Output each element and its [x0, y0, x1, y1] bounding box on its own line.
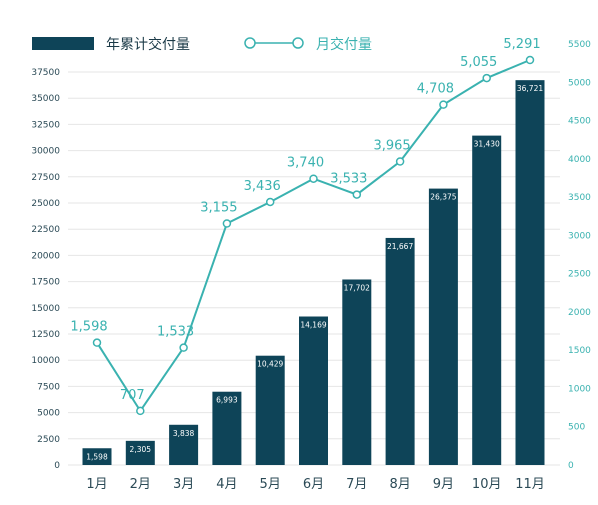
y-right-tick-label: 5500 [568, 40, 591, 50]
x-tick-label: 1月 [86, 477, 107, 492]
legend-bar-label: 年累计交付量 [106, 36, 190, 53]
x-tick-label: 4月 [216, 477, 237, 492]
bar-value-label: 21,667 [387, 242, 413, 251]
bar [255, 355, 285, 465]
bar [342, 279, 372, 465]
x-tick-label: 5月 [260, 477, 281, 492]
line-point [482, 73, 491, 83]
line-value-label: 5,291 [503, 37, 540, 52]
bar [515, 80, 545, 466]
line-value-label: 4,708 [417, 82, 454, 97]
y-left-tick-label: 20000 [31, 251, 60, 261]
x-axis: 1月 2月 3月 4月 5月 6月 7月 8月 9月 10月 11月 [86, 477, 544, 492]
legend: 年累计交付量 月交付量 [32, 36, 372, 53]
y-left-tick-label: 25000 [31, 199, 60, 209]
bar-value-label: 6,993 [216, 396, 238, 405]
left-axis: 0 2500 5000 7500 10000 12500 15000 17500 20000 22… [31, 68, 60, 471]
y-left-tick-label: 32500 [31, 120, 60, 130]
line-point [92, 338, 102, 347]
line-point [352, 190, 362, 199]
legend-line-marker-right [292, 37, 304, 49]
bar-value-label: 17,702 [344, 283, 370, 292]
y-right-tick-label: 1000 [568, 384, 591, 394]
y-left-tick-label: 7500 [37, 382, 60, 392]
y-right-tick-label: 2000 [568, 308, 591, 318]
bar [82, 448, 112, 465]
line-point [439, 100, 448, 109]
legend-line-label: 月交付量 [316, 36, 372, 53]
y-left-tick-label: 22500 [31, 225, 60, 235]
bar [472, 135, 502, 466]
legend-line-marker-left [244, 37, 256, 49]
bar [169, 424, 199, 465]
y-right-tick-label: 3000 [568, 231, 591, 241]
line-value-label: 3,740 [287, 156, 324, 171]
y-left-tick-label: 15000 [31, 304, 60, 314]
x-tick-label: 11月 [515, 477, 545, 492]
bar [299, 316, 328, 465]
y-right-tick-label: 0 [568, 461, 574, 471]
line-value-label: 5,055 [460, 55, 497, 70]
line-point [222, 219, 232, 228]
line-point [309, 174, 318, 183]
bar-value-label: 14,169 [300, 321, 326, 330]
line-value-label: 1,533 [157, 325, 194, 340]
bar-value-label: 3,838 [173, 429, 195, 438]
x-tick-label: 10月 [472, 477, 502, 492]
bar [385, 237, 415, 465]
y-left-tick-label: 35000 [31, 94, 60, 104]
y-right-tick-label: 4000 [568, 155, 591, 165]
right-axis: 0 500 1000 1500 2000 2500 3000 3500 4000 4500 5000… [568, 40, 591, 471]
line-point [525, 55, 535, 65]
bar [125, 440, 155, 465]
line-point [265, 197, 275, 207]
y-right-tick-label: 3500 [568, 193, 591, 203]
bar [212, 391, 242, 465]
line-value-label: 3,155 [200, 200, 237, 215]
legend-bar-swatch [32, 37, 94, 50]
line-point [136, 406, 145, 416]
line-value-label: 1,598 [70, 320, 107, 335]
bar-value-label: 1,598 [86, 452, 108, 461]
line-value-label: 3,436 [244, 179, 281, 194]
y-left-tick-label: 12500 [31, 330, 60, 340]
x-tick-label: 9月 [433, 477, 454, 492]
x-tick-label: 8月 [389, 477, 410, 492]
y-left-tick-label: 5000 [37, 409, 60, 419]
y-right-tick-label: 4500 [568, 117, 591, 127]
line-value-label: 3,533 [330, 172, 367, 187]
y-left-tick-label: 17500 [31, 278, 60, 288]
y-left-tick-label: 0 [54, 461, 60, 471]
y-left-tick-label: 10000 [31, 356, 60, 366]
bar-value-label: 26,375 [430, 193, 456, 202]
y-left-tick-label: 2500 [37, 435, 60, 445]
x-tick-label: 3月 [173, 477, 194, 492]
line-point [179, 343, 188, 352]
x-tick-label: 6月 [303, 477, 324, 492]
y-right-tick-label: 1500 [568, 346, 591, 356]
bar-value-label: 31,430 [474, 140, 500, 149]
line-value-label: 707 [120, 388, 145, 403]
line-series: 1,598 707 1,533 3,155 3,436 3,740 3,533 3,965 4,… [70, 37, 541, 416]
y-left-tick-label: 30000 [31, 147, 60, 157]
bar-value-label: 2,305 [130, 445, 152, 454]
y-left-tick-label: 27500 [31, 173, 60, 183]
y-left-tick-label: 37500 [31, 68, 60, 78]
bars-series: 1,598 2,305 3,838 6,993 10,429 14,169 17,702 21… [82, 80, 545, 466]
x-tick-label: 7月 [346, 477, 367, 492]
bar [428, 188, 458, 465]
y-right-tick-label: 2500 [568, 270, 591, 280]
y-right-tick-label: 5000 [568, 78, 591, 88]
bar-value-label: 10,429 [257, 360, 283, 369]
y-right-tick-label: 500 [568, 423, 585, 433]
x-tick-label: 2月 [130, 477, 151, 492]
line-value-label: 3,965 [373, 138, 410, 153]
bar-value-label: 36,721 [517, 84, 543, 93]
line-point [395, 157, 405, 166]
